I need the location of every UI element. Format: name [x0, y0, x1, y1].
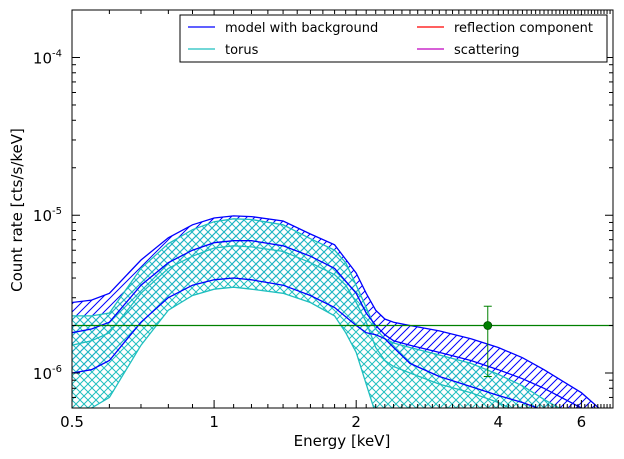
- torus-lower-line: [89, 286, 375, 408]
- legend-label: model with background: [225, 21, 378, 36]
- legend-box: [179, 14, 608, 63]
- x-axis-label: Energy [keV]: [294, 432, 391, 450]
- legend-label: reflection component: [454, 21, 593, 36]
- y-tick-labels: 10-6 10-5 10-4: [33, 48, 62, 383]
- torus-middle-line: [72, 245, 512, 408]
- x-tick-label: 6: [577, 413, 587, 431]
- plot-area: [72, 215, 613, 408]
- legend: model with background torus reflection com…: [179, 14, 608, 63]
- axis-ticks: [71, 9, 614, 409]
- torus-band-fill: [72, 218, 560, 408]
- x-tick-label: 1: [209, 413, 219, 431]
- y-axis-label: Count rate [cts/s/keV]: [8, 128, 26, 292]
- y-tick-label: 10-4: [33, 48, 62, 67]
- data-point: [483, 321, 493, 330]
- legend-label: torus: [225, 43, 259, 58]
- x-tick-labels: 0.5 1 2 4 6: [60, 413, 586, 431]
- x-tick-label: 0.5: [60, 413, 84, 431]
- model-upper-line: [72, 215, 600, 408]
- y-tick-label: 10-6: [33, 364, 62, 383]
- x-tick-label: 4: [494, 413, 504, 431]
- plot-frame: [71, 9, 614, 409]
- y-tick-label: 10-5: [33, 206, 62, 225]
- x-tick-label: 2: [351, 413, 361, 431]
- model-middle-line: [72, 240, 583, 408]
- legend-label: scattering: [454, 43, 520, 58]
- torus-upper-line: [72, 218, 561, 408]
